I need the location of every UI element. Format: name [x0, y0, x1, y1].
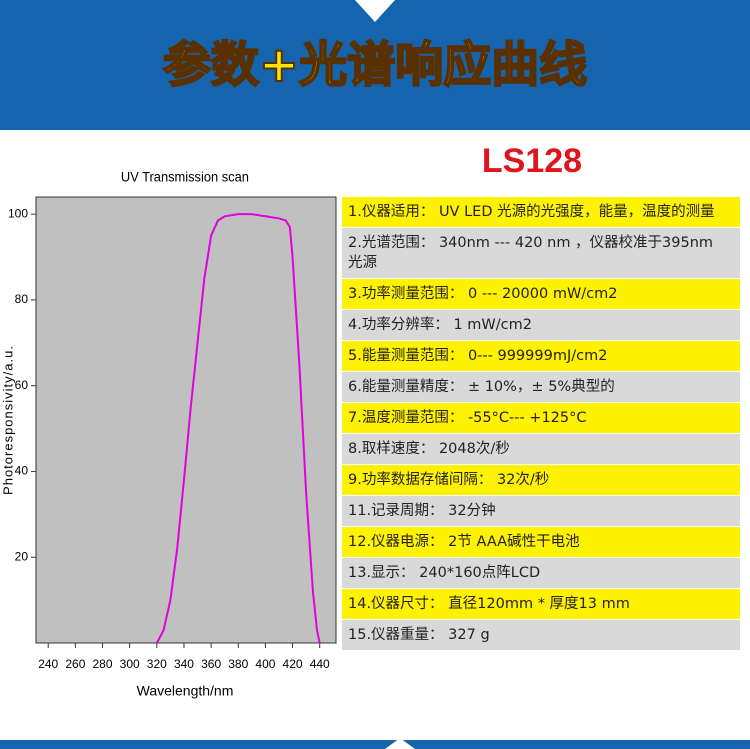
- x-tick-label: 320: [147, 657, 167, 671]
- x-tick-label: 280: [93, 657, 113, 671]
- y-tick-label: 80: [15, 292, 29, 306]
- x-tick-label: 260: [65, 657, 85, 671]
- spec-row: 11.记录周期： 32分钟: [342, 496, 740, 527]
- x-tick-label: 240: [38, 657, 58, 671]
- y-axis-label: Photoresponsivity/a.u.: [0, 345, 15, 495]
- spec-row: 7.温度测量范围： -55°C--- +125°C: [342, 403, 740, 434]
- x-tick-label: 440: [310, 657, 330, 671]
- spec-row: 2.光谱范围： 340nm --- 420 nm ，仪器校准于395nm光源: [342, 228, 740, 279]
- spec-row: 14.仪器尺寸： 直径120mm * 厚度13 mm: [342, 589, 740, 620]
- y-tick-label: 100: [8, 206, 28, 220]
- footer-notch: [385, 738, 415, 749]
- x-tick-label: 420: [283, 657, 303, 671]
- spec-row: 12.仪器电源： 2节 AAA碱性干电池: [342, 527, 740, 558]
- spec-row: 1.仪器适用： UV LED 光源的光强度，能量，温度的测量: [342, 197, 740, 228]
- model: LS128: [482, 142, 582, 180]
- spec-row: 13.显示： 240*160点阵LCD: [342, 558, 740, 589]
- header-notch: [355, 0, 395, 22]
- plot-area: [35, 196, 337, 644]
- x-tick-label: 400: [255, 657, 275, 671]
- chart-title: UV Transmission scan: [121, 169, 249, 185]
- spec-row: 5.能量测量范围： 0--- 999999mJ/cm2: [342, 341, 740, 372]
- spec-row: 3.功率测量范围： 0 --- 20000 mW/cm2: [342, 279, 740, 310]
- y-tick-label: 60: [15, 378, 29, 392]
- spec-row: 15.仪器重量： 327 g: [342, 620, 740, 651]
- x-tick-label: 300: [120, 657, 140, 671]
- y-tick-label: 40: [15, 464, 29, 478]
- x-tick-label: 340: [174, 657, 194, 671]
- spec-row: 8.取样速度： 2048次/秒: [342, 434, 740, 465]
- spec-row: 9.功率数据存储间隔： 32次/秒: [342, 465, 740, 496]
- spec-table: 1.仪器适用： UV LED 光源的光强度，能量，温度的测量 2.光谱范围： 34…: [342, 197, 740, 651]
- x-axis-label: Wavelength/nm: [137, 683, 234, 699]
- series-line: [155, 213, 321, 644]
- x-tick-label: 380: [228, 657, 248, 671]
- x-tick-label: 360: [201, 657, 221, 671]
- y-tick-label: 20: [15, 549, 29, 563]
- header-title: 参数+光谱响应曲线: [163, 37, 587, 93]
- footer-band: [0, 740, 750, 749]
- spec-row: 4.功率分辨率： 1 mW/cm2: [342, 310, 740, 341]
- spec-row: 6.能量测量精度： ± 10%，± 5%典型的: [342, 372, 740, 403]
